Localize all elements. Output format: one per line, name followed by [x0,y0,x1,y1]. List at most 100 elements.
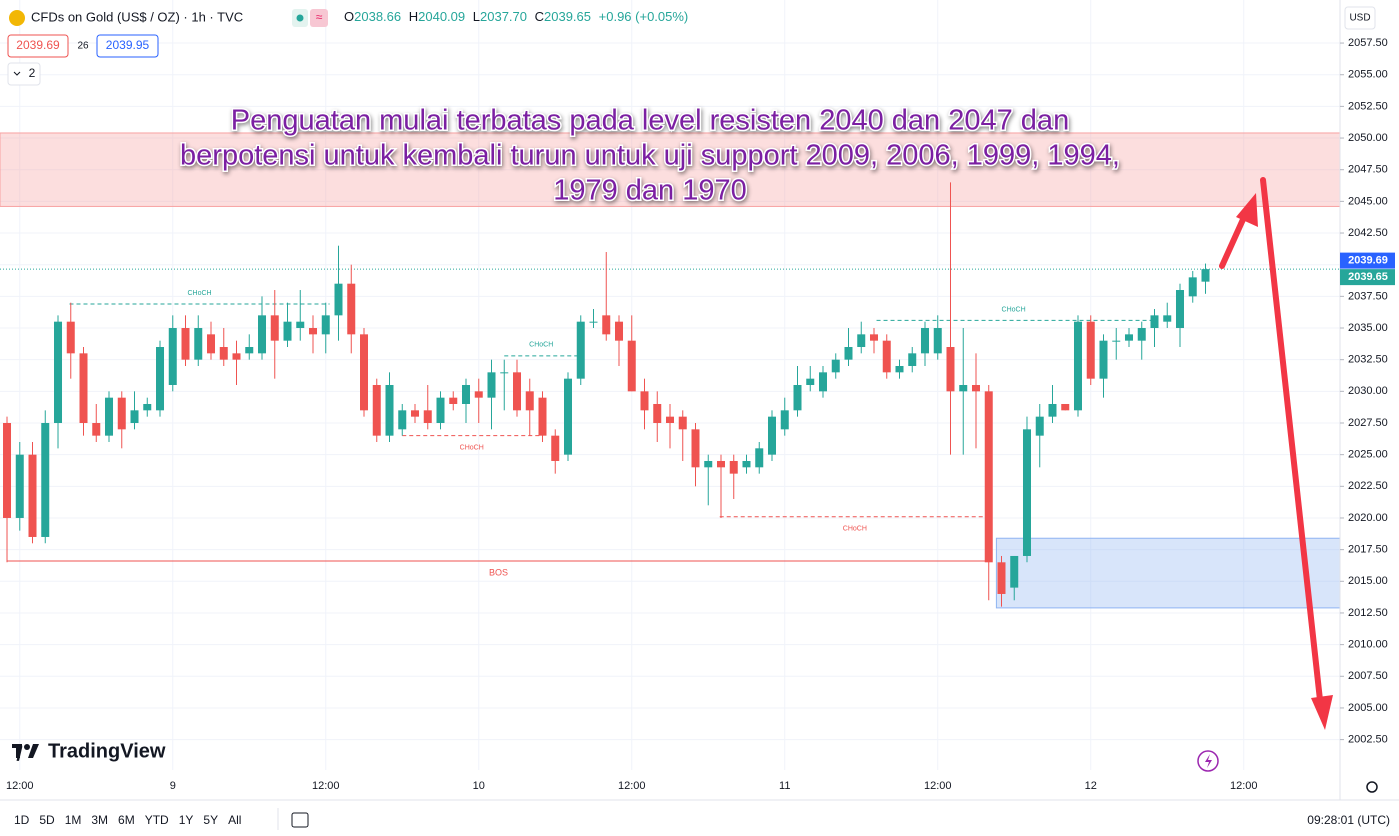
candle-body [946,347,955,392]
annotation: berpotensi untuk kembali turun untuk uji… [180,140,1120,172]
y-tick-label: 2010.00 [1348,639,1388,651]
annotation: 1979 dan 1970 [553,175,747,207]
zone [0,132,1341,207]
candle-body [436,397,445,423]
y-tick-label: 2052.50 [1348,100,1388,112]
alert-icon[interactable] [1197,750,1219,772]
candle-body [232,353,241,360]
candle-body [525,391,534,411]
candle-body [576,321,585,379]
x-tick-label: 10 [473,780,485,792]
y-tick-label: 2017.50 [1348,544,1388,556]
candle-body [844,347,853,360]
range-button[interactable]: All [228,813,241,827]
candle-body [487,372,496,398]
range-button[interactable]: 6M [118,813,135,827]
candle-body [1137,328,1146,341]
x-tick-label: 12:00 [6,780,34,792]
candle-body [207,334,216,354]
x-tick-label: 12:00 [924,780,952,792]
status-dot [296,14,304,22]
y-tick-label: 2042.50 [1348,227,1388,239]
range-button[interactable]: 1M [65,813,82,827]
candle-body [806,378,815,385]
candle-body [602,315,611,335]
range-button[interactable]: 5Y [203,813,218,827]
y-tick-label: 2015.00 [1348,575,1388,587]
logo-mark [16,744,20,758]
candle-body [818,372,827,392]
indicators-count[interactable]: 2 [29,66,36,80]
level-label: CHoCH [529,342,553,349]
candle-body [462,385,471,404]
sell-button[interactable] [7,34,69,58]
range-button[interactable]: 1Y [179,813,194,827]
candle-body [372,385,381,436]
x-tick-label: 12:00 [1230,780,1258,792]
candle-body [780,410,789,430]
candle-body [41,422,50,537]
y-tick-label: 2047.50 [1348,164,1388,176]
level-label: CHoCH [460,445,484,452]
candle-body [869,334,878,341]
candle-body [1010,555,1019,588]
ohlc: O2038.66 H2040.09 L2037.70 C2039.65 +0.9… [344,9,688,24]
candle-body [640,391,649,411]
candle-body [551,435,560,461]
settings-icon[interactable] [1366,781,1378,793]
range-button[interactable]: 3M [91,813,108,827]
candle-body [908,353,917,367]
candle-body [398,410,407,430]
candle-body [385,385,394,436]
candle-body [1163,315,1172,322]
status-glyph: ≈ [316,10,323,24]
chevron [13,71,21,76]
sell-price[interactable]: 2039.69 [16,38,60,52]
candle-body [296,321,305,329]
y-tick-label: 2027.50 [1348,417,1388,429]
candle-body [691,429,700,468]
candle-body [615,321,624,341]
candle-body [729,460,738,474]
candle-body [1061,403,1070,411]
price-badge [1340,252,1395,269]
candle-body [474,391,483,398]
currency[interactable]: USD [1349,13,1370,24]
date-range-icon[interactable] [291,812,309,828]
y-tick-label: 2050.00 [1348,132,1388,144]
candle-body [793,385,802,411]
candle-body [882,340,891,373]
arrow-up [1219,212,1248,269]
buy-price[interactable]: 2039.95 [106,38,150,52]
buy-button[interactable] [96,34,159,58]
candle-body [219,347,228,360]
candle-body [194,328,203,360]
level-label: CHoCH [187,290,211,297]
ohlc-value: 2037.70 [480,9,527,24]
candle-body [1086,321,1095,379]
candle-body [538,397,547,436]
ohlc-value: 2039.65 [544,9,591,24]
logo-mark [28,744,39,758]
candle-body [360,334,369,411]
candle-body [831,359,840,373]
ohlc-key: H [409,9,418,24]
range-button[interactable]: YTD [145,813,169,827]
candle-body [678,416,687,430]
ohlc-value: 2040.09 [418,9,465,24]
indicators-toggle[interactable] [7,62,41,86]
candle-body [92,422,101,436]
candle-body [1188,277,1197,297]
currency-button[interactable] [1344,6,1376,30]
range-button[interactable]: 5D [39,813,55,827]
range-button[interactable]: 1D [14,813,30,827]
candle-body [704,460,713,468]
zone [995,537,1341,609]
y-tick-label: 2055.00 [1348,69,1388,81]
candle-body [1150,315,1159,329]
price-badge-label: 2039.65 [1348,271,1388,283]
candle-body [1022,429,1031,556]
change: +0.96 (+0.05%) [599,9,689,24]
ohlc-value: 2038.66 [354,9,401,24]
